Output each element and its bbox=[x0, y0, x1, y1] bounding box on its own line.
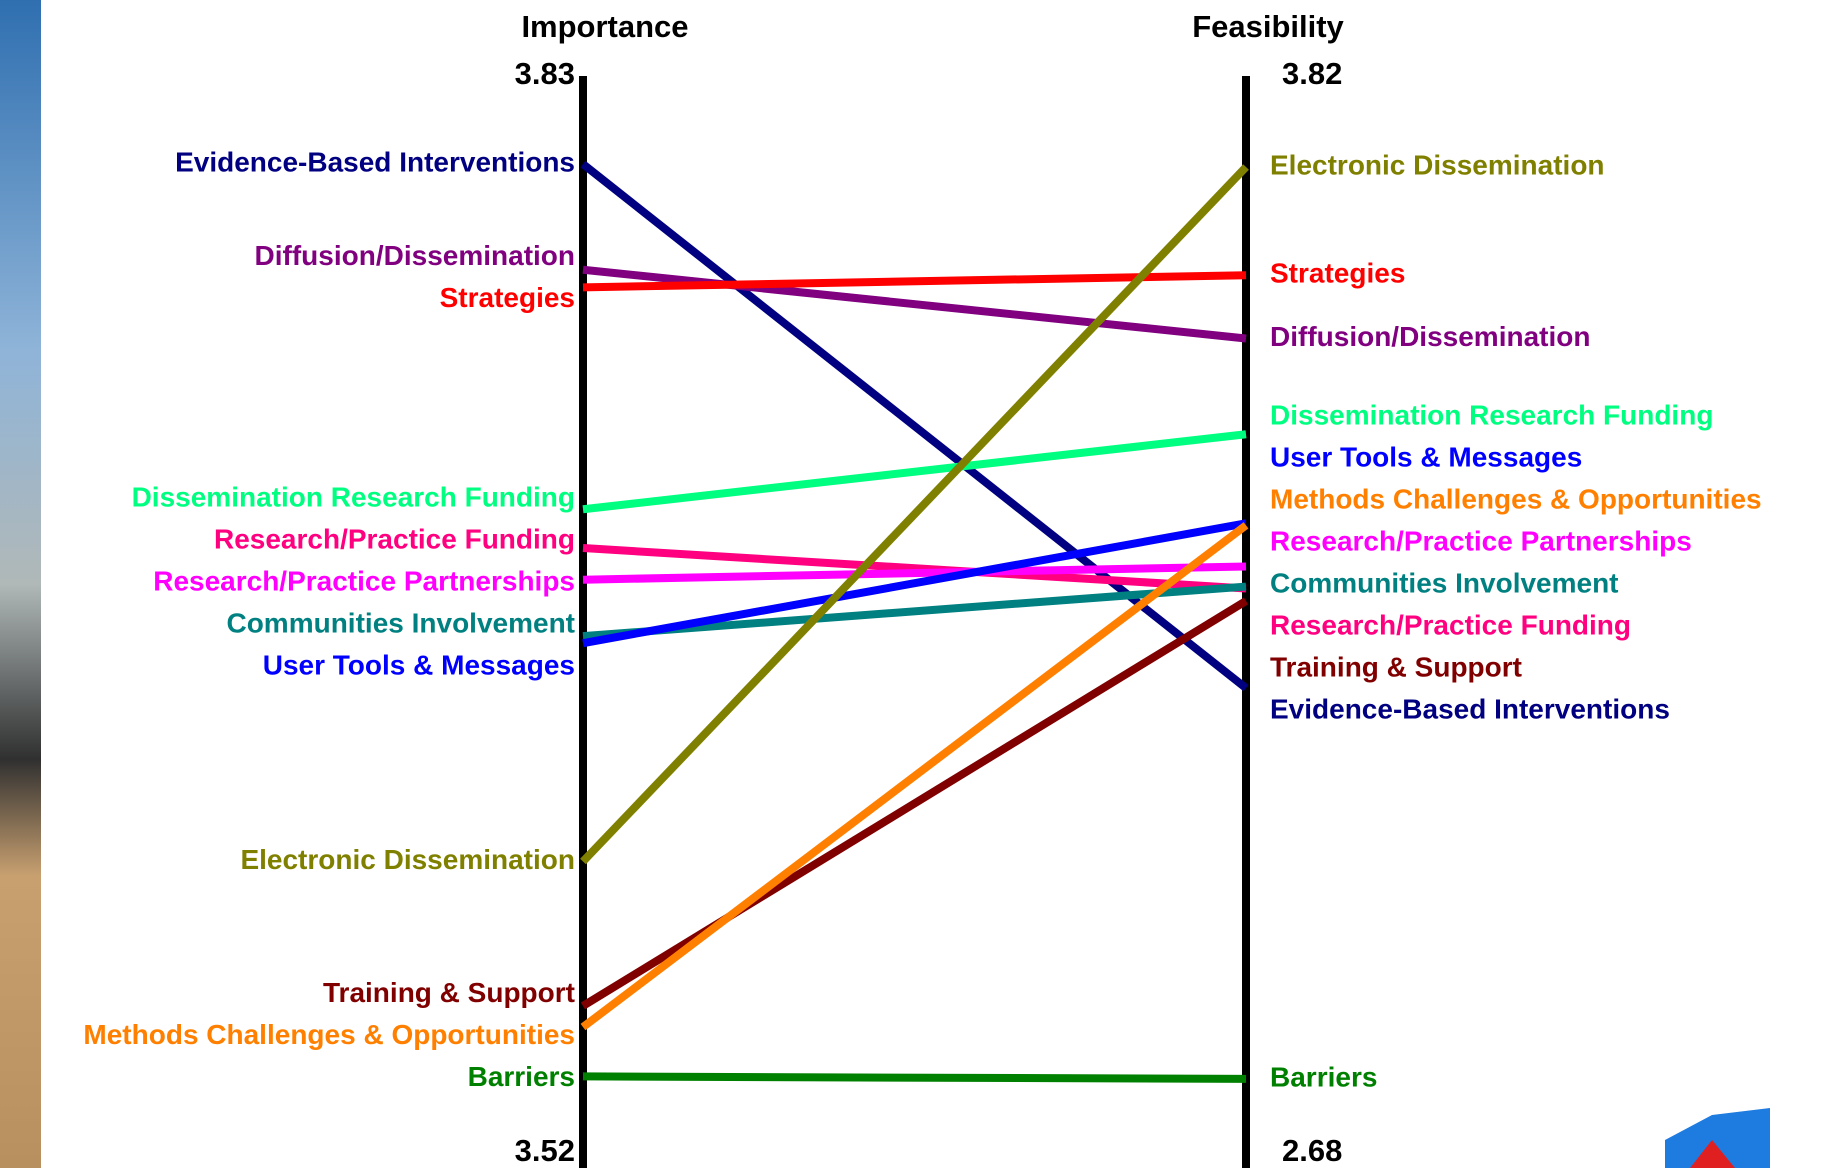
series-label: User Tools & Messages bbox=[1270, 442, 1582, 473]
slope-line bbox=[582, 582, 1247, 641]
series-label: Methods Challenges & Opportunities bbox=[1270, 484, 1762, 515]
slope-line bbox=[582, 430, 1247, 514]
series-label: Training & Support bbox=[323, 977, 575, 1008]
y2-tick-label: 3.82 bbox=[1282, 56, 1342, 91]
series-label: Diffusion/Dissemination bbox=[255, 240, 575, 271]
series-label: Dissemination Research Funding bbox=[1270, 400, 1713, 431]
series-label: Research/Practice Partnerships bbox=[1270, 526, 1692, 557]
series-label: Research/Practice Funding bbox=[1270, 610, 1631, 641]
logo bbox=[1665, 1108, 1770, 1168]
y-tick-label: 3.52 bbox=[515, 1133, 575, 1168]
logo bbox=[1690, 1140, 1735, 1168]
series-label: Research/Practice Partnerships bbox=[153, 566, 575, 597]
slope-line bbox=[580, 160, 1249, 692]
slope-line bbox=[580, 597, 1249, 1010]
axis-title: Importance bbox=[521, 9, 688, 44]
background-strip bbox=[0, 0, 41, 1168]
slope-line bbox=[582, 562, 1247, 584]
series-label: Dissemination Research Funding bbox=[132, 482, 575, 513]
series-label: Research/Practice Funding bbox=[214, 524, 575, 555]
series-label: Strategies bbox=[440, 282, 575, 313]
series-label: User Tools & Messages bbox=[263, 650, 575, 681]
series-label: Methods Challenges & Opportunities bbox=[83, 1019, 575, 1050]
axis-title: Feasibility bbox=[1192, 9, 1344, 44]
y-tick-label: 3.83 bbox=[515, 56, 575, 91]
series-label: Evidence-Based Interventions bbox=[1270, 694, 1670, 725]
y2-tick-label: 2.68 bbox=[1282, 1133, 1342, 1168]
series-label: Communities Involvement bbox=[1270, 568, 1619, 599]
slope-line bbox=[582, 519, 1247, 648]
slope-line bbox=[580, 522, 1249, 1031]
series-label: Electronic Dissemination bbox=[240, 844, 575, 875]
series-label: Diffusion/Dissemination bbox=[1270, 321, 1590, 352]
series-label: Barriers bbox=[468, 1061, 575, 1092]
series-label: Communities Involvement bbox=[226, 608, 575, 639]
series-label: Barriers bbox=[1270, 1061, 1377, 1092]
slope-line bbox=[582, 265, 1247, 343]
series-label: Training & Support bbox=[1270, 652, 1522, 683]
series-label: Electronic Dissemination bbox=[1270, 149, 1605, 180]
slope-line bbox=[582, 544, 1247, 593]
slope-line bbox=[582, 1072, 1247, 1083]
series-label: Strategies bbox=[1270, 258, 1405, 289]
series-label: Evidence-Based Interventions bbox=[175, 146, 575, 177]
slope-line bbox=[580, 164, 1249, 865]
